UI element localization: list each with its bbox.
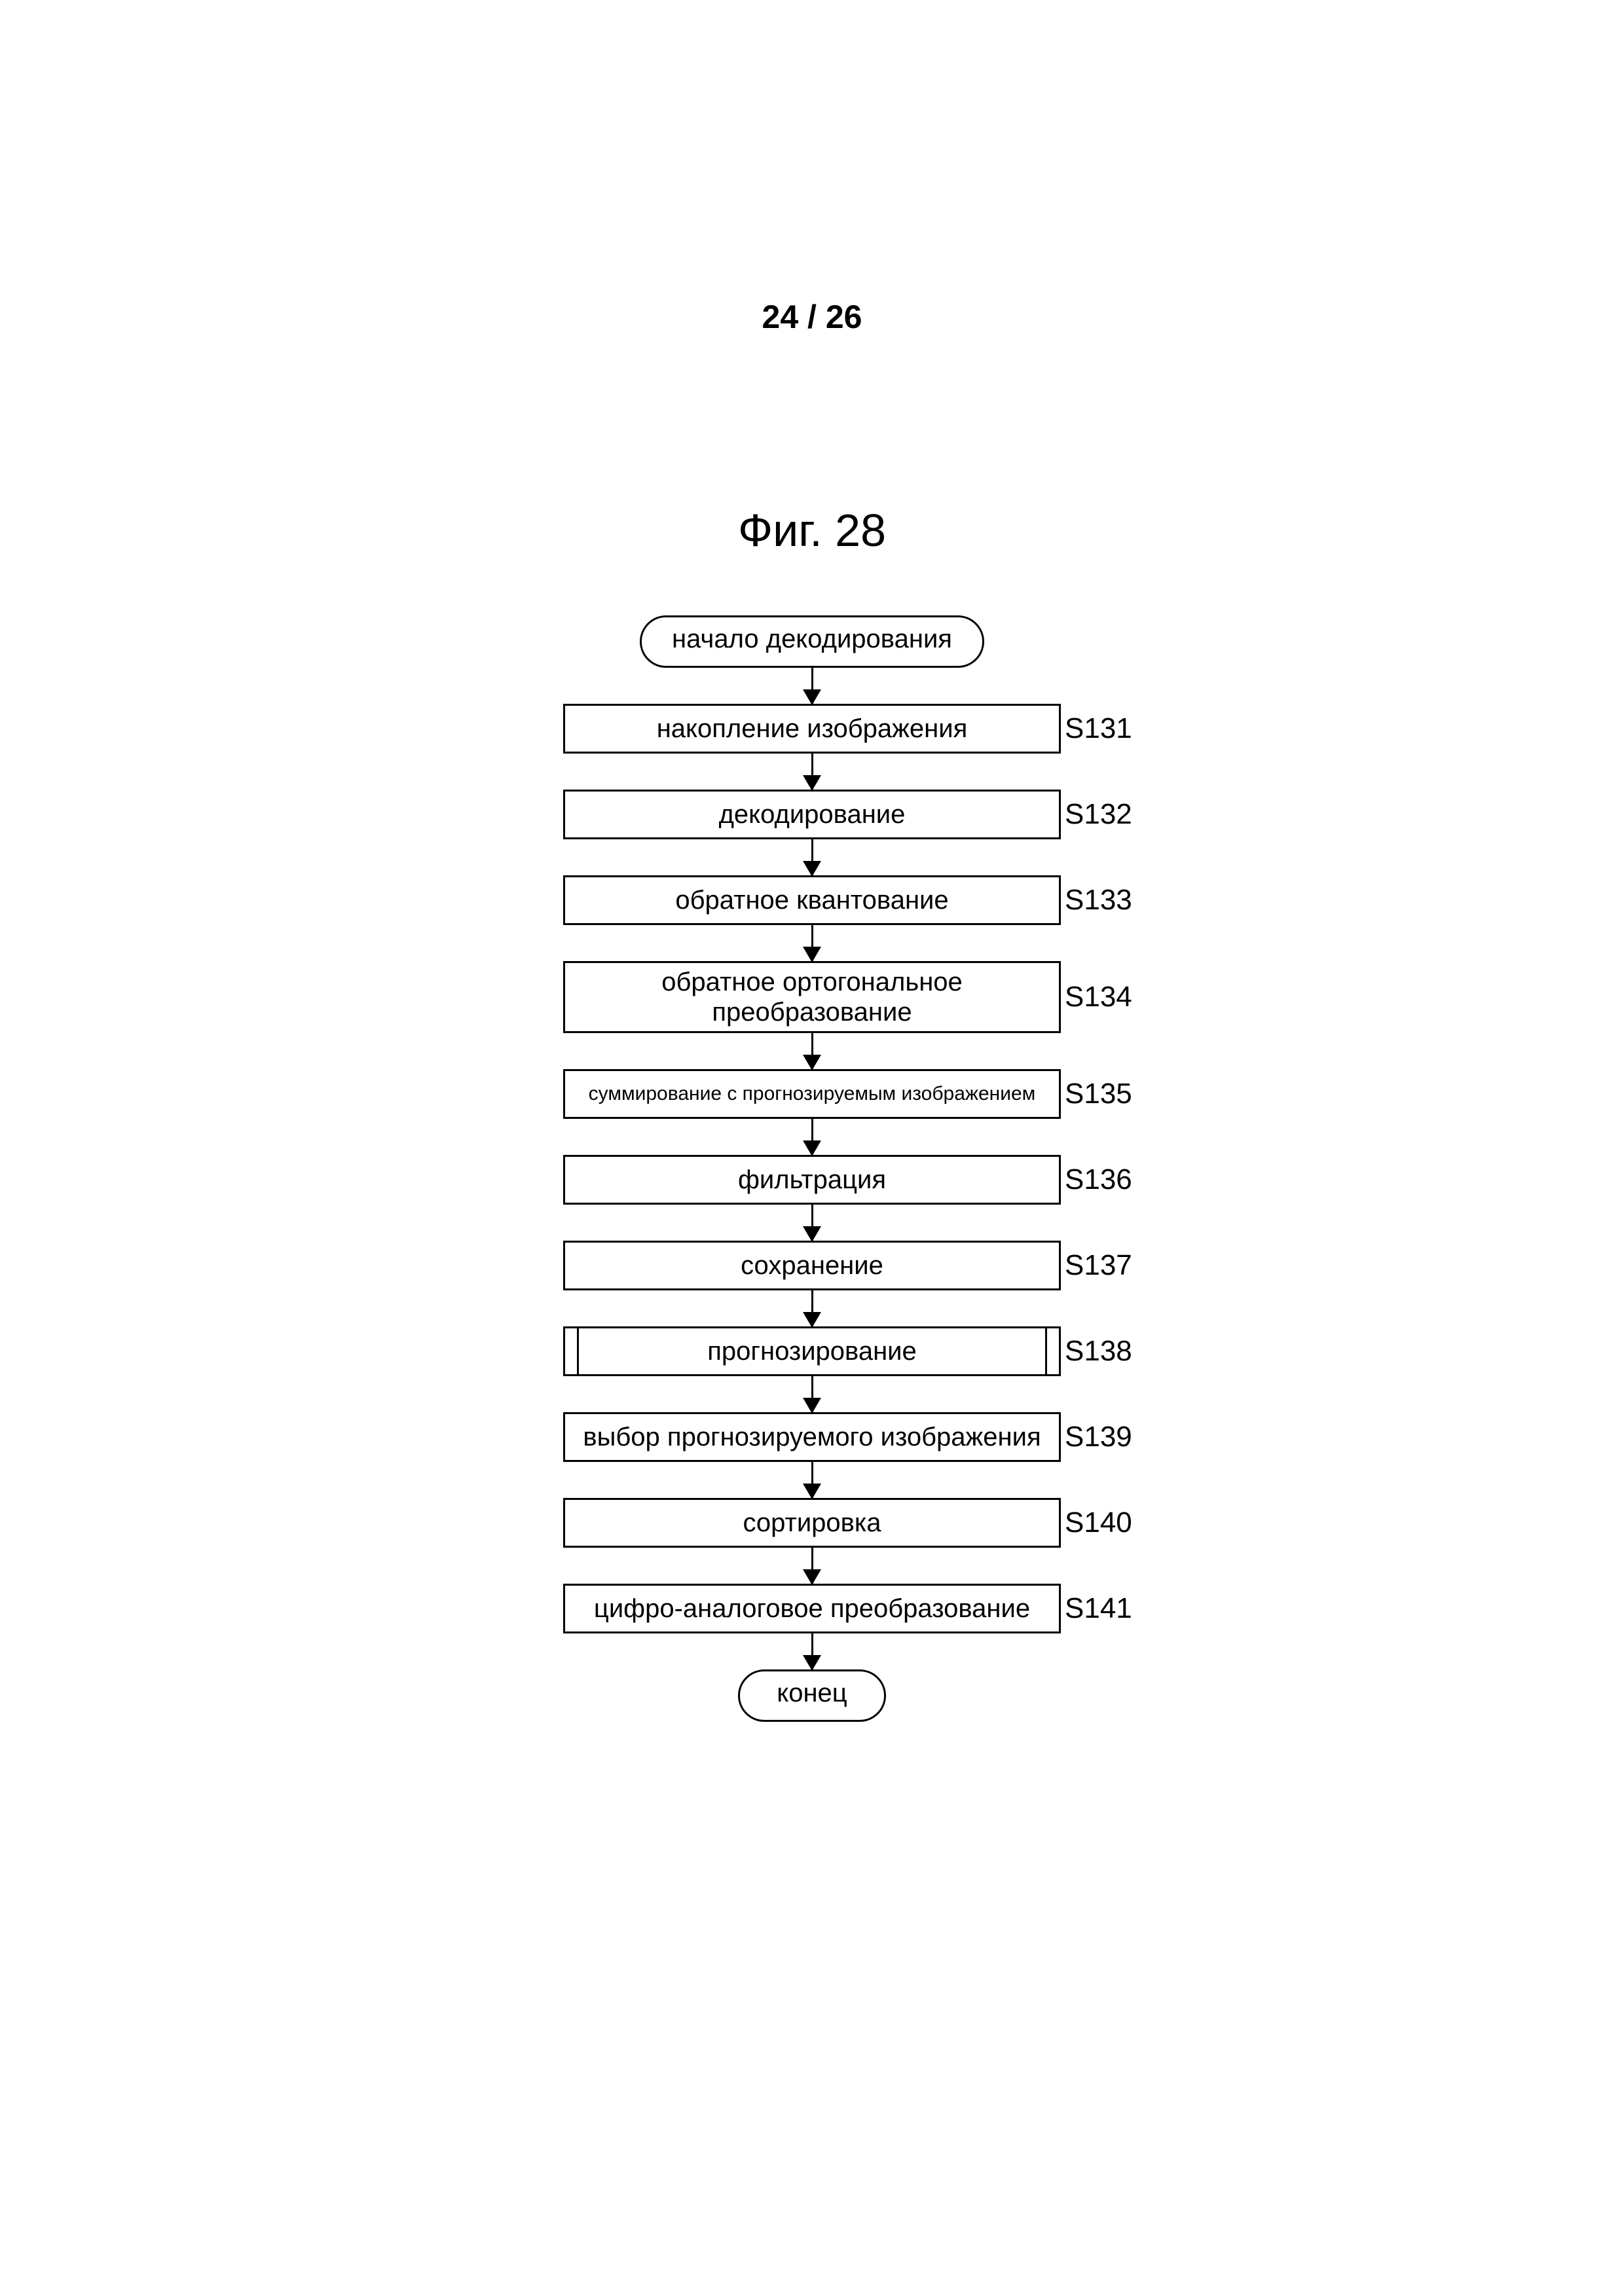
step-s141: цифро-аналоговое преобразование S141 bbox=[517, 1584, 1107, 1633]
step-box: накопление изображения bbox=[563, 704, 1061, 754]
step-id-label: S138 bbox=[1065, 1335, 1132, 1368]
step-s137: сохранение S137 bbox=[517, 1241, 1107, 1290]
page: 24 / 26 Фиг. 28 начало декодирования нак… bbox=[0, 0, 1624, 2296]
step-id-label: S134 bbox=[1065, 981, 1132, 1013]
step-s136: фильтрация S136 bbox=[517, 1155, 1107, 1205]
arrow-icon bbox=[811, 754, 813, 790]
arrow-icon bbox=[811, 1633, 813, 1669]
arrow-icon bbox=[811, 1119, 813, 1155]
step-box: сортировка bbox=[563, 1498, 1061, 1548]
arrow-icon bbox=[811, 1462, 813, 1498]
step-box: обратное ортогональное преобразование bbox=[563, 961, 1061, 1033]
step-id-label: S140 bbox=[1065, 1506, 1132, 1539]
step-id-label: S139 bbox=[1065, 1421, 1132, 1453]
step-s139: выбор прогнозируемого изображения S139 bbox=[517, 1412, 1107, 1462]
arrow-icon bbox=[811, 839, 813, 875]
step-id-label: S136 bbox=[1065, 1163, 1132, 1196]
arrow-icon bbox=[811, 1290, 813, 1326]
step-box: выбор прогнозируемого изображения bbox=[563, 1412, 1061, 1462]
figure-title: Фиг. 28 bbox=[0, 504, 1624, 556]
arrow-icon bbox=[811, 1548, 813, 1584]
step-box: обратное квантование bbox=[563, 875, 1061, 925]
step-box: фильтрация bbox=[563, 1155, 1061, 1205]
step-box: суммирование с прогнозируемым изображени… bbox=[563, 1069, 1061, 1119]
step-s138: прогнозирование S138 bbox=[517, 1326, 1107, 1376]
step-id-label: S137 bbox=[1065, 1249, 1132, 1282]
terminal-end: конец bbox=[738, 1669, 886, 1722]
arrow-icon bbox=[811, 1205, 813, 1241]
flowchart: начало декодирования накопление изображе… bbox=[0, 615, 1624, 1722]
step-id-label: S132 bbox=[1065, 798, 1132, 831]
step-s132: декодирование S132 bbox=[517, 790, 1107, 839]
terminal-start: начало декодирования bbox=[640, 615, 984, 668]
arrow-icon bbox=[811, 925, 813, 961]
step-s131: накопление изображения S131 bbox=[517, 704, 1107, 754]
arrow-icon bbox=[811, 1376, 813, 1412]
step-s134: обратное ортогональное преобразование S1… bbox=[517, 961, 1107, 1033]
step-box: цифро-аналоговое преобразование bbox=[563, 1584, 1061, 1633]
step-id-label: S135 bbox=[1065, 1078, 1132, 1110]
step-id-label: S133 bbox=[1065, 884, 1132, 917]
arrow-icon bbox=[811, 1033, 813, 1069]
step-box-subroutine: прогнозирование bbox=[563, 1326, 1061, 1376]
page-number: 24 / 26 bbox=[0, 298, 1624, 336]
step-id-label: S141 bbox=[1065, 1592, 1132, 1625]
step-s135: суммирование с прогнозируемым изображени… bbox=[517, 1069, 1107, 1119]
step-s140: сортировка S140 bbox=[517, 1498, 1107, 1548]
step-id-label: S131 bbox=[1065, 712, 1132, 745]
arrow-icon bbox=[811, 668, 813, 704]
step-box: сохранение bbox=[563, 1241, 1061, 1290]
step-s133: обратное квантование S133 bbox=[517, 875, 1107, 925]
step-box: декодирование bbox=[563, 790, 1061, 839]
